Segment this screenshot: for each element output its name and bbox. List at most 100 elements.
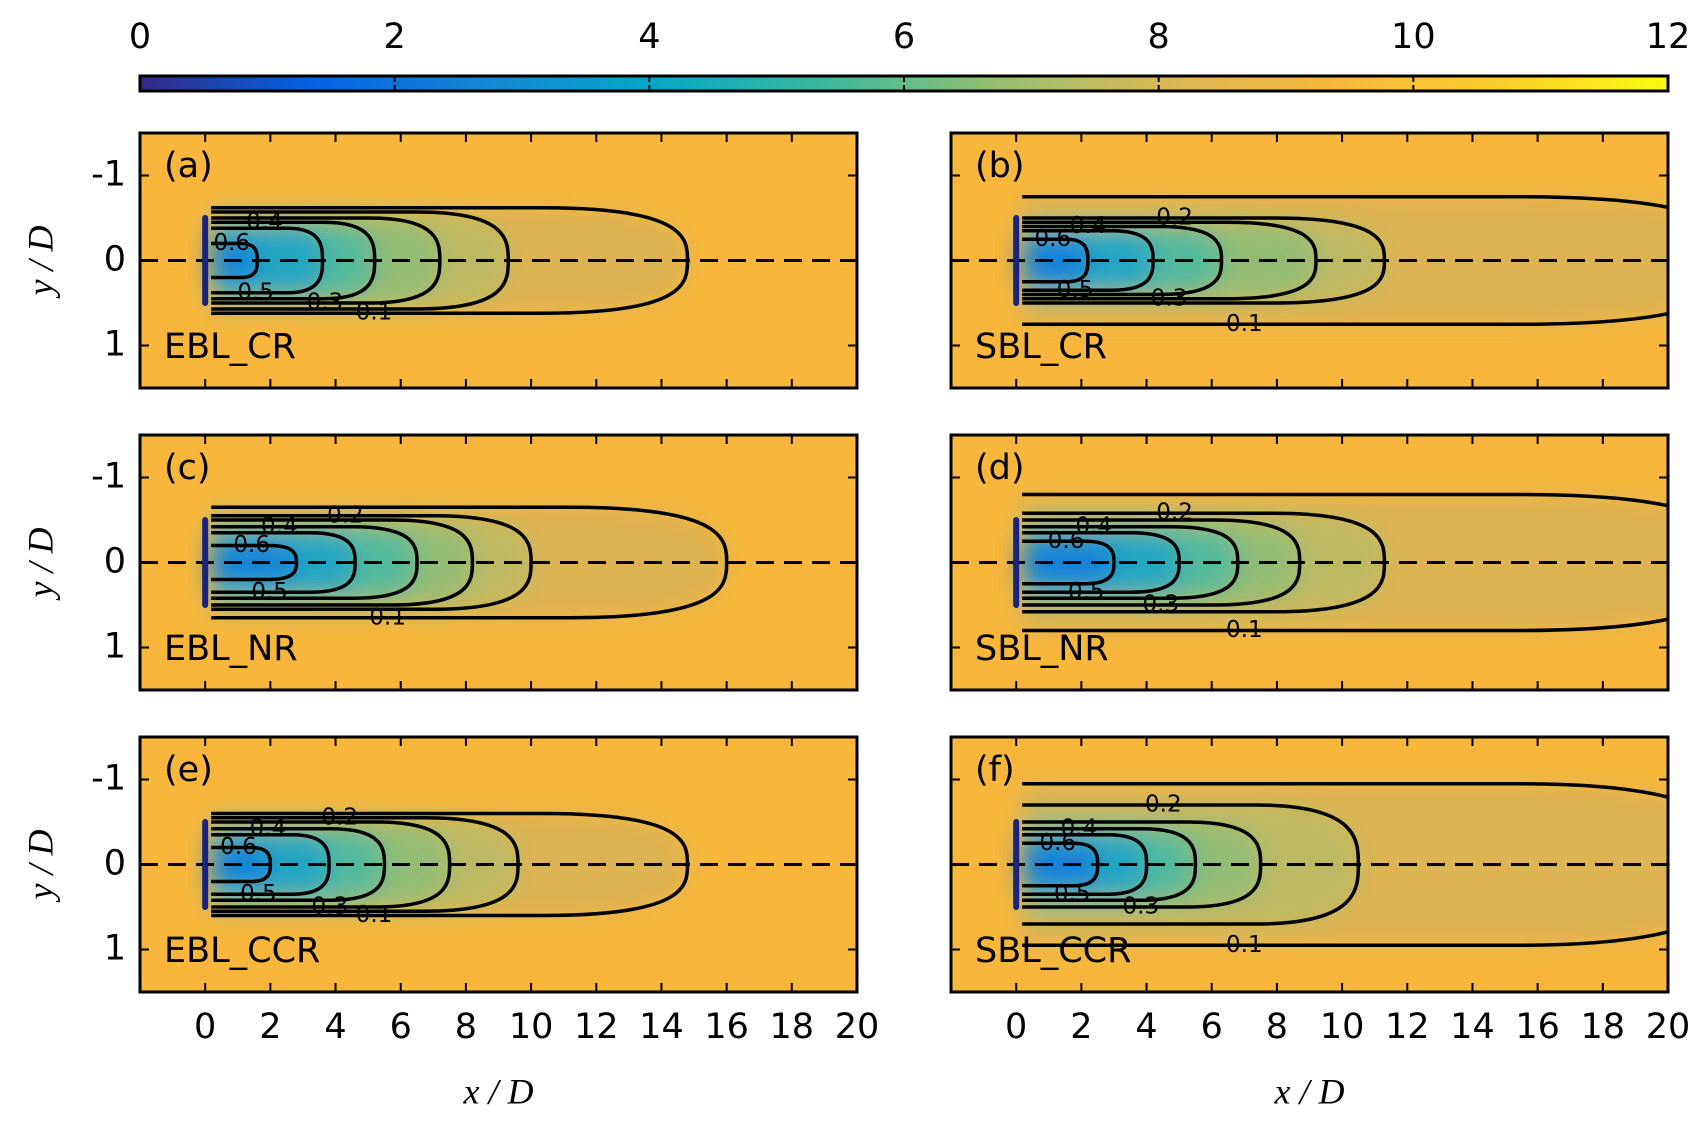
contour-line [211,518,475,607]
panel-label: (e) [164,750,213,790]
contour-line [211,827,387,902]
contour-label: 0.3 [307,290,344,316]
contour-line [1022,539,1116,586]
x-tick-label: 2 [259,1007,281,1047]
x-tick-label: 4 [1135,1007,1157,1047]
contour-label: 0.6 [1039,830,1076,856]
panel-label: (a) [164,146,213,186]
y-axis-label: y / D [20,528,60,601]
x-tick-label: 10 [1320,1007,1365,1047]
y-tick-label: 1 [104,325,126,365]
y-tick-label: 0 [104,240,126,280]
contour-label: 0.2 [321,804,358,830]
y-tick-label: -1 [91,155,126,195]
y-axis-label: y / D [20,226,60,299]
panel-label: (b) [975,146,1025,186]
contour-line [1022,782,1668,947]
contour-label: 0.2 [327,502,364,528]
x-tick-label: 0 [194,1007,216,1047]
contour-label: 0.5 [251,579,288,605]
contour-line [1022,492,1668,633]
x-tick-label: 12 [1385,1007,1430,1047]
x-tick-label: 18 [1581,1007,1626,1047]
contour-label: 0.6 [233,532,270,558]
contour-label: 0.3 [1151,285,1188,311]
panel: 0.10.20.30.40.50.6 [951,737,1668,992]
contour-label: 0.3 [1123,894,1160,920]
contour-label: 0.6 [213,230,250,256]
colorbar-tick-label: 12 [1646,17,1691,57]
contour-line [1022,237,1090,284]
case-label: EBL_CR [164,327,296,367]
panel-label: (c) [164,448,211,488]
contour-line [211,531,357,594]
contour-label: 0.3 [1142,592,1179,618]
contour-label: 0.3 [312,894,349,920]
contour-line [211,514,533,611]
x-tick-label: 10 [509,1007,554,1047]
contour-label: 0.1 [1226,311,1263,337]
y-tick-label: 1 [104,627,126,667]
contour-line [211,505,729,620]
x-tick-label: 20 [835,1007,880,1047]
contour-label: 0.4 [1075,513,1112,539]
panel-label: (f) [975,750,1015,790]
y-tick-label: 0 [104,844,126,884]
panel: 0.10.20.30.40.50.6 [951,435,1668,690]
x-axis-label: x / D [463,1071,534,1111]
y-tick-label: -1 [91,457,126,497]
contour-line [211,845,273,884]
colorbar-tick-label: 6 [893,17,915,57]
y-axis-label: y / D [20,830,60,903]
contour-label: 0.5 [237,279,274,305]
contour-line [1022,195,1668,326]
contour-line [1022,833,1149,896]
case-label: SBL_CR [975,327,1107,367]
contour-line [1022,224,1224,297]
contour-label: 0.6 [1048,528,1085,554]
panel-label: (d) [975,448,1025,488]
contour-label: 0.6 [220,834,257,860]
panel: 0.10.20.30.40.50.6 [951,133,1668,388]
x-tick-label: 18 [770,1007,815,1047]
contour-label: 0.2 [1156,500,1193,526]
contour-label: 0.4 [246,209,283,235]
case-label: SBL_CCR [975,931,1131,971]
wake-fill [1022,843,1098,886]
x-tick-label: 14 [1450,1007,1495,1047]
x-tick-label: 20 [1646,1007,1691,1047]
x-tick-label: 0 [1005,1007,1027,1047]
colorbar-tick-label: 4 [638,17,660,57]
contour-label: 0.5 [240,881,277,907]
contour-line [211,525,419,600]
colorbar-tick-label: 10 [1391,17,1436,57]
contour-line [1022,827,1198,902]
y-tick-label: -1 [91,759,126,799]
x-tick-label: 8 [1266,1007,1288,1047]
x-tick-label: 16 [1515,1007,1560,1047]
x-tick-label: 12 [574,1007,619,1047]
x-tick-label: 16 [704,1007,749,1047]
x-tick-label: 6 [390,1007,412,1047]
x-tick-label: 8 [455,1007,477,1047]
x-axis-label: x / D [1274,1071,1345,1111]
contour-label: 0.1 [1226,617,1263,643]
contour-label: 0.4 [1070,213,1107,239]
y-tick-label: 0 [104,542,126,582]
contour-label: 0.4 [250,815,287,841]
contour-line [211,216,442,305]
colorbar-tick-label: 8 [1148,17,1170,57]
contour-label: 0.2 [1145,792,1182,818]
x-tick-label: 2 [1070,1007,1092,1047]
colorbar-tick-label: 0 [129,17,151,57]
contour-label: 0.1 [1226,932,1263,958]
case-label: SBL_NR [975,629,1109,669]
panel: 0.10.20.40.50.6 [140,435,857,690]
colorbar-tick-label: 2 [384,17,406,57]
panel: 0.10.20.30.40.50.6 [140,737,857,992]
contour-label: 0.4 [261,513,298,539]
case-label: EBL_CCR [164,931,320,971]
contour-line [211,833,331,896]
panel: 0.10.30.40.50.6 [140,133,857,388]
